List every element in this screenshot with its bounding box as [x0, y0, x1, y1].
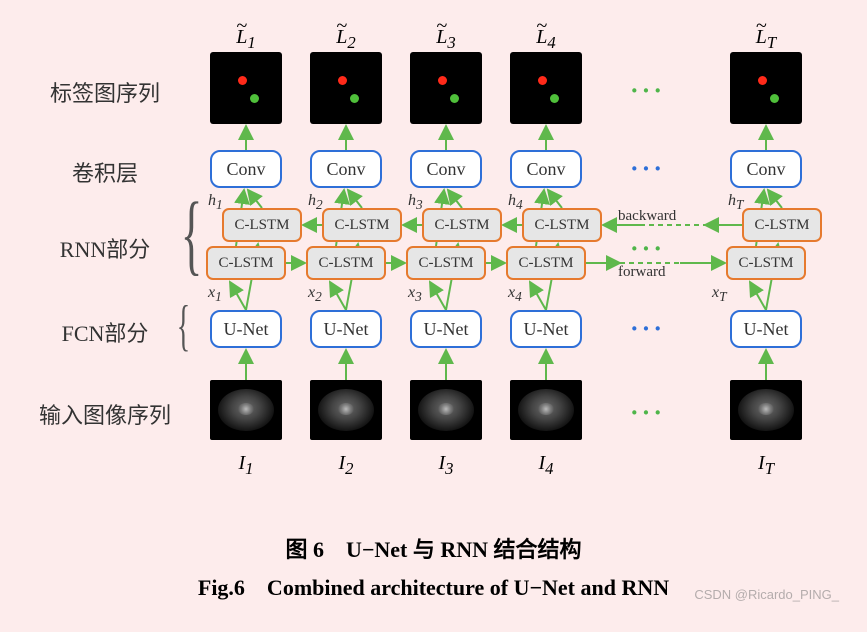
unet-box-T: U-Net [730, 310, 802, 348]
x-label-T: xT [712, 284, 727, 305]
unet-box-1: U-Net [210, 310, 282, 348]
conv-box-2: Conv [310, 150, 382, 188]
top-label-1: L~1 [210, 26, 282, 53]
input-img-1 [210, 380, 282, 440]
unet-box-4: U-Net [510, 310, 582, 348]
h-label-T: hT [728, 192, 743, 213]
forward-label: forward [618, 264, 665, 281]
bottom-label-3: I3 [410, 452, 482, 479]
input-img-2 [310, 380, 382, 440]
brace-fcn: { [177, 298, 190, 354]
ellipsis-output: ··· [630, 76, 665, 106]
ellipsis-conv: ··· [630, 154, 665, 184]
architecture-diagram: 标签图序列 卷积层 RNN部分 FCN部分 输入图像序列 { { L~1 L~2… [20, 20, 847, 520]
x-label-3: x3 [408, 284, 422, 305]
top-label-T: L~T [730, 26, 802, 53]
conv-box-3: Conv [410, 150, 482, 188]
output-box-T [730, 52, 802, 124]
lstm-bwd-3: C-LSTM [422, 208, 502, 242]
ellipsis-unet: ··· [630, 314, 665, 344]
unet-box-2: U-Net [310, 310, 382, 348]
unet-box-3: U-Net [410, 310, 482, 348]
bottom-label-T: IT [730, 452, 802, 479]
lstm-fwd-T: C-LSTM [726, 246, 806, 280]
h-label-2: h2 [308, 192, 323, 213]
backward-label: backward [618, 208, 676, 225]
lstm-bwd-1: C-LSTM [222, 208, 302, 242]
row-label-fcn: FCN部分 [30, 316, 180, 348]
h-label-4: h4 [508, 192, 523, 213]
h-label-3: h3 [408, 192, 423, 213]
lstm-bwd-4: C-LSTM [522, 208, 602, 242]
lstm-fwd-1: C-LSTM [206, 246, 286, 280]
input-img-T [730, 380, 802, 440]
ellipsis-lstm: ··· [630, 234, 665, 264]
row-label-input: 输入图像序列 [30, 398, 180, 430]
lstm-bwd-2: C-LSTM [322, 208, 402, 242]
watermark: CSDN @Ricardo_PING_ [694, 587, 839, 602]
x-label-1: x1 [208, 284, 222, 305]
lstm-bwd-T: C-LSTM [742, 208, 822, 242]
x-label-2: x2 [308, 284, 322, 305]
input-img-4 [510, 380, 582, 440]
caption-zh: 图 6 U−Net 与 RNN 结合结构 [20, 532, 847, 564]
lstm-fwd-4: C-LSTM [506, 246, 586, 280]
bottom-label-1: I1 [210, 452, 282, 479]
top-label-3: L~3 [410, 26, 482, 53]
ellipsis-input: ··· [630, 398, 665, 428]
bottom-label-4: I4 [510, 452, 582, 479]
x-label-4: x4 [508, 284, 522, 305]
row-label-conv: 卷积层 [30, 156, 180, 188]
bottom-label-2: I2 [310, 452, 382, 479]
lstm-fwd-3: C-LSTM [406, 246, 486, 280]
output-box-1 [210, 52, 282, 124]
row-label-output: 标签图序列 [30, 76, 180, 108]
h-label-1: h1 [208, 192, 223, 213]
conv-box-1: Conv [210, 150, 282, 188]
input-img-3 [410, 380, 482, 440]
output-box-2 [310, 52, 382, 124]
brace-rnn: { [181, 190, 203, 280]
output-box-4 [510, 52, 582, 124]
conv-box-T: Conv [730, 150, 802, 188]
top-label-2: L~2 [310, 26, 382, 53]
output-box-3 [410, 52, 482, 124]
top-label-4: L~4 [510, 26, 582, 53]
conv-box-4: Conv [510, 150, 582, 188]
row-label-rnn: RNN部分 [30, 232, 180, 264]
lstm-fwd-2: C-LSTM [306, 246, 386, 280]
